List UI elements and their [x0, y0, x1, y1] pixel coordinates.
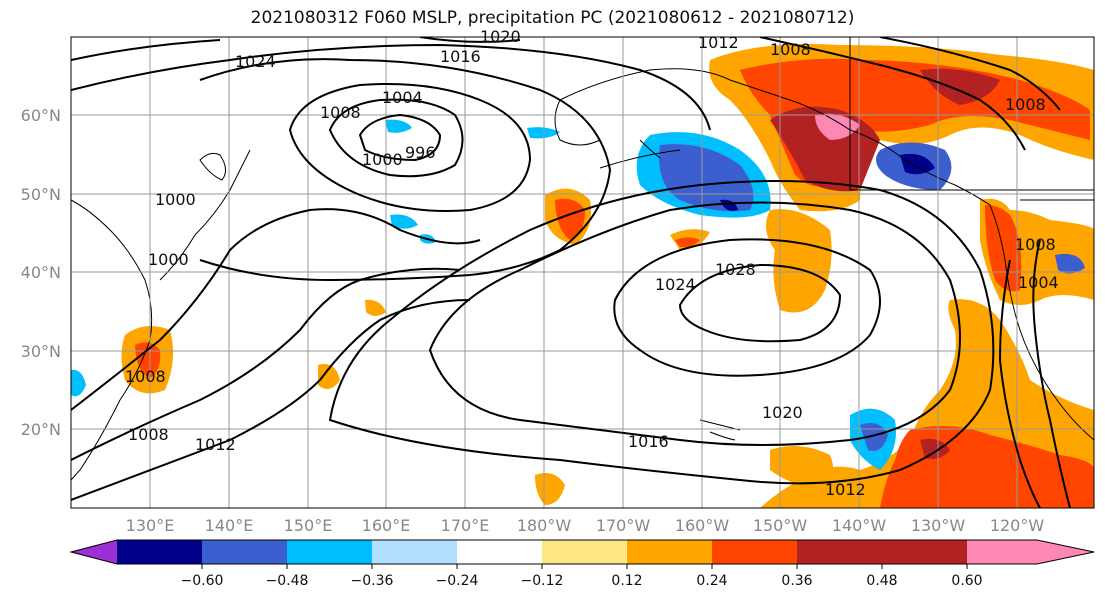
- lon-label: 160°W: [675, 516, 730, 535]
- isobar-label: 1008: [125, 367, 166, 386]
- colorbar-segment: [372, 540, 457, 564]
- colorbar-tick-label: 0.12: [611, 573, 642, 589]
- colorbar-segment: [967, 540, 1037, 564]
- lat-label: 50°N: [21, 185, 61, 204]
- lat-label: 40°N: [21, 263, 61, 282]
- latitude-labels: 60°N 50°N 40°N 30°N 20°N: [21, 106, 61, 439]
- lon-label: 170°E: [441, 516, 490, 535]
- lat-label: 30°N: [21, 342, 61, 361]
- colorbar-segment: [457, 540, 542, 564]
- map-frame: [70, 36, 1095, 509]
- colorbar-tick-label: 0.36: [781, 573, 812, 589]
- colorbar-tick-label: 0.24: [696, 573, 727, 589]
- isobar-label: 1004: [382, 88, 423, 107]
- colorbar-tick-label: −0.24: [436, 573, 479, 589]
- lon-label: 150°W: [753, 516, 808, 535]
- lon-label: 180°W: [517, 516, 572, 535]
- isobar-label: 1000: [362, 150, 403, 169]
- lon-label: 140°E: [205, 516, 254, 535]
- isobar-labels: 1024 1016 1020 1012 1008 1008 1008 1004 …: [125, 27, 1059, 499]
- lon-label: 130°E: [126, 516, 175, 535]
- isobars: [71, 37, 1071, 508]
- colorbar-segment: [117, 540, 202, 564]
- isobar-label: 1008: [320, 103, 361, 122]
- isobar-label: 1020: [762, 403, 803, 422]
- colorbar-extend-low: [71, 540, 117, 564]
- isobar-label: 1008: [1015, 235, 1056, 254]
- isobar-label: 1016: [440, 47, 481, 66]
- lon-label: 150°E: [284, 516, 333, 535]
- lat-label: 20°N: [21, 420, 61, 439]
- colorbar-tick-label: −0.12: [521, 573, 564, 589]
- isobar-label: 1012: [825, 480, 866, 499]
- map-title: 2021080312 F060 MSLP, precipitation PC (…: [250, 8, 855, 28]
- colorbar: −0.60 −0.48 −0.36 −0.24 −0.12 0.12 0.24 …: [69, 539, 1095, 589]
- colorbar-segment: [797, 540, 882, 564]
- lon-label: 170°W: [596, 516, 651, 535]
- colorbar-segment: [712, 540, 797, 564]
- colorbar-tick-label: 0.60: [951, 573, 982, 589]
- isobar-label: 1000: [155, 190, 196, 209]
- isobar-label: 1016: [628, 432, 669, 451]
- colorbar-extend-high: [1037, 540, 1094, 564]
- colorbar-tick-label: −0.36: [351, 573, 394, 589]
- colorbar-segment: [202, 540, 287, 564]
- coastlines: [71, 37, 1094, 481]
- isobar-label: 1008: [128, 425, 169, 444]
- lon-label: 130°W: [911, 516, 966, 535]
- colorbar-segment: [882, 540, 967, 564]
- colorbar-segment: [627, 540, 712, 564]
- isobar-label: 996: [405, 143, 436, 162]
- lon-label: 140°W: [832, 516, 887, 535]
- isobar-label: 1000: [148, 250, 189, 269]
- colorbar-tick-label: −0.60: [181, 573, 224, 589]
- isobar-label: 1004: [1018, 273, 1059, 292]
- colorbar-tick-label: 0.48: [866, 573, 897, 589]
- longitude-labels: 130°E 140°E 150°E 160°E 170°E 180°W 170°…: [126, 516, 1045, 535]
- precip-anomaly-fill: [71, 44, 1094, 508]
- lon-label: 120°W: [990, 516, 1045, 535]
- colorbar-segment: [542, 540, 627, 564]
- isobar-label: 1028: [715, 260, 756, 279]
- lon-label: 160°E: [362, 516, 411, 535]
- isobar-label: 1008: [1005, 95, 1046, 114]
- colorbar-ticks: [201, 564, 968, 569]
- isobar-label: 1012: [195, 435, 236, 454]
- isobar-label: 1024: [655, 275, 696, 294]
- isobar-label: 1008: [770, 40, 811, 59]
- lat-label: 60°N: [21, 106, 61, 125]
- isobar-label: 1024: [235, 52, 276, 71]
- graticule: [71, 37, 1094, 508]
- colorbar-segment: [287, 540, 372, 564]
- colorbar-tick-label: −0.48: [266, 573, 309, 589]
- isobar-label: 1012: [698, 33, 739, 52]
